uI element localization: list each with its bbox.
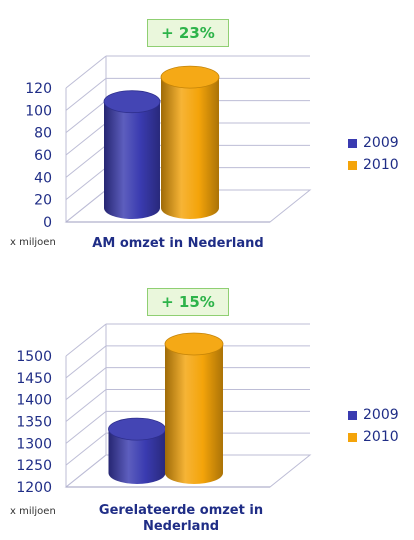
chart-am-omzet: 0 20 40 60 80 100 120 + 23% x miljoen AM omzet… [10,19,399,251]
y-tick-label-5: 100 [25,103,52,119]
growth-badge: + 23% [147,19,229,47]
legend-item-2009: 2009 [348,404,399,426]
bar-2010 [160,65,220,219]
grid-line-side-1 [65,432,107,466]
grid-line-side-2 [65,410,107,444]
bar-top-2010 [160,65,220,89]
y-tick-label-5: 1450 [16,371,52,387]
growth-badge: + 15% [147,288,229,316]
legend-item-2009: 2009 [348,132,399,154]
y-tick-label-2: 40 [34,170,52,186]
grid-line-side-1 [65,167,107,201]
legend-swatch-2009 [348,410,357,420]
y-tick-label-4: 1400 [16,393,52,409]
bar-top-2010 [164,332,224,356]
legend-label-2009: 2009 [363,407,399,423]
legend: 2009 2010 [348,404,399,448]
chart-title: AM omzet in Nederland [92,236,264,251]
bar-2009 [108,417,166,484]
chart-2-plot: 1200 1250 1300 1350 1400 1450 1500 [16,323,312,496]
y-tick-label-2: 1300 [16,436,52,452]
legend: 2009 2010 [348,132,399,176]
y-tick-label-6: 1500 [16,349,52,365]
legend-swatch-2010 [348,432,357,442]
bar-body-2010 [161,77,219,219]
y-tick-label-4: 80 [34,126,52,142]
legend-label-2009: 2009 [363,135,399,151]
bar-body-2009 [104,101,160,219]
legend-swatch-2009 [348,138,357,148]
grid-line-side-6 [65,323,107,357]
y-tick-label-0: 1200 [16,480,52,496]
chart-1-plot: 0 20 40 60 80 100 120 [25,55,312,231]
grid-line-side-3 [65,389,107,422]
y-tick-label-1: 20 [34,193,52,209]
grid-line-side-2 [65,144,107,178]
y-tick-label-0: 0 [43,215,52,231]
grid-line-side-6 [65,55,107,89]
y-tick-label-3: 60 [34,148,52,164]
bar-2010 [164,332,224,484]
legend-swatch-2010 [348,160,357,170]
legend-label-2010: 2010 [363,157,399,173]
grid-line-side-3 [65,122,107,156]
unit-label: x miljoen [10,506,56,517]
grid-line-side-4 [65,367,107,401]
y-tick-label-3: 1350 [16,415,52,431]
chart-gerelateerde-omzet: 1200 1250 1300 1350 1400 1450 1500 + 15% x mil… [0,270,414,540]
grid-line-side-5 [65,345,107,379]
y-tick-label-6: 120 [25,81,52,97]
chart-title: Gerelateerde omzet in Nederland [98,503,264,534]
legend-item-2010: 2010 [348,426,399,448]
bar-top-2009 [108,417,166,441]
bar-2009 [103,90,161,219]
grid-line-side-4 [65,100,107,134]
legend-item-2010: 2010 [348,154,399,176]
unit-label: x miljoen [10,237,56,248]
bar-body-2010 [165,344,223,484]
grid-line-side-5 [65,77,107,111]
bar-body-2009 [108,429,166,484]
legend-label-2010: 2010 [363,429,399,445]
bar-top-2009 [103,90,161,114]
y-tick-label-1: 1250 [16,458,52,474]
